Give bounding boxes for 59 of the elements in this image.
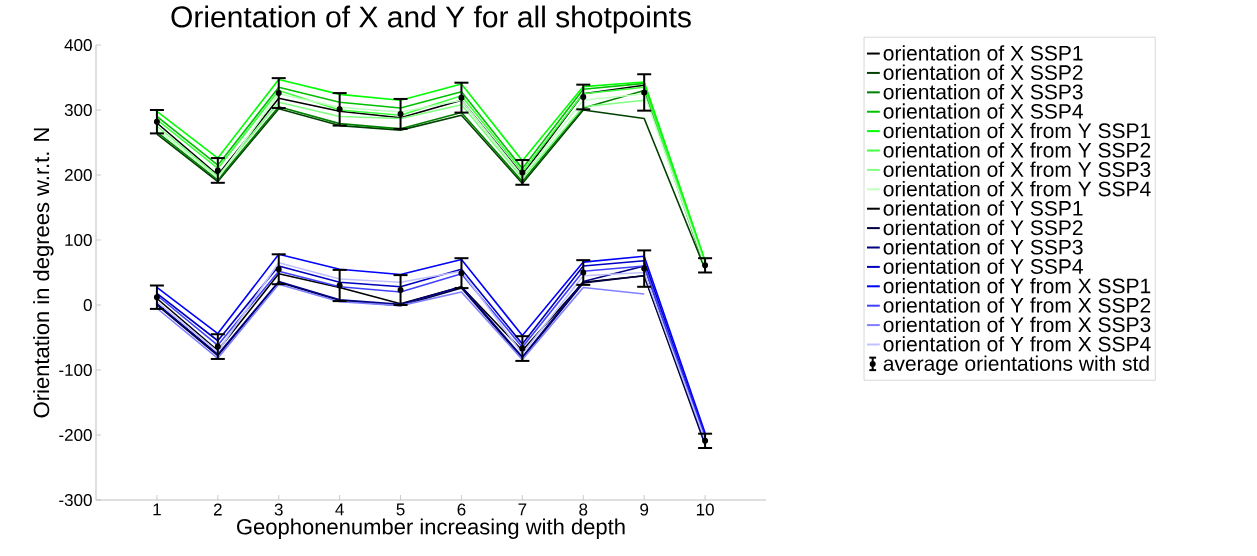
legend-label: orientation of Y SSP1 [883,200,1083,216]
point [519,345,526,352]
legend-label: orientation of Y from X SSP1 [883,277,1151,294]
point [580,269,587,276]
chart-title: Orientation of X and Y for all shotpoints [171,5,691,34]
point [214,343,221,350]
x-tick-label: 1 [153,503,161,516]
y-axis-title: Orientation in degrees w.r.t. N [33,128,54,418]
point [214,167,221,174]
y-tick-label: 400 [64,38,92,52]
x-tick-label: 9 [640,503,649,516]
legend-label: orientation of X from Y SSP1 [883,122,1151,139]
x-tick-label: 5 [396,503,405,516]
point [275,90,282,97]
legend-label: orientation of X SSP1 [883,45,1083,61]
point [702,437,709,444]
point [336,106,343,113]
x-tick-label: 8 [579,503,588,516]
point [641,89,648,96]
point [397,110,404,117]
legend-label: orientation of Y from X SSP3 [883,316,1151,333]
x-tick-label: 6 [457,503,466,516]
line-series [156,283,645,361]
x-tick-label: 10 [696,503,714,516]
legend-label: average orientations with std [883,355,1149,376]
y-tick-label: 100 [65,233,92,247]
y-tick-label: -100 [59,363,92,377]
point [153,118,160,125]
x-tick-label: 4 [335,503,344,516]
x-tick-label: 7 [518,503,527,516]
legend-label: orientation of X from Y SSP2 [883,142,1151,158]
legend-label: orientation of Y SSP3 [883,239,1083,255]
point [397,287,404,294]
point [275,266,282,273]
point [580,94,587,100]
point [153,294,160,301]
point [702,262,709,269]
legend-label: orientation of Y from X SSP4 [883,336,1151,352]
legend-label: orientation of X SSP4 [883,103,1083,119]
x-tick-label: 3 [274,503,283,516]
point [458,94,465,101]
legend-label: orientation of X from Y SSP4 [883,180,1151,197]
legend-label: orientation of X from Y SSP3 [883,161,1151,177]
y-tick-label: -200 [59,428,92,442]
y-tick-label: 0 [83,298,92,312]
legend-label: orientation of X SSP3 [883,83,1083,100]
x-tick-label: 2 [213,503,222,516]
legend-label: orientation of Y SSP2 [883,219,1083,236]
y-tick-label: -300 [59,493,92,507]
legend-label: orientation of Y SSP4 [883,258,1083,274]
point [458,270,465,277]
legend-label: orientation of Y from X SSP2 [883,297,1151,313]
point [336,282,343,289]
point [641,265,648,272]
point [519,169,526,176]
y-tick-label: 200 [64,168,92,182]
y-tick-label: 300 [64,103,92,117]
x-axis-title: Geophonenumber increasing with depth [237,518,625,539]
legend-label: orientation of X SSP2 [883,64,1083,80]
